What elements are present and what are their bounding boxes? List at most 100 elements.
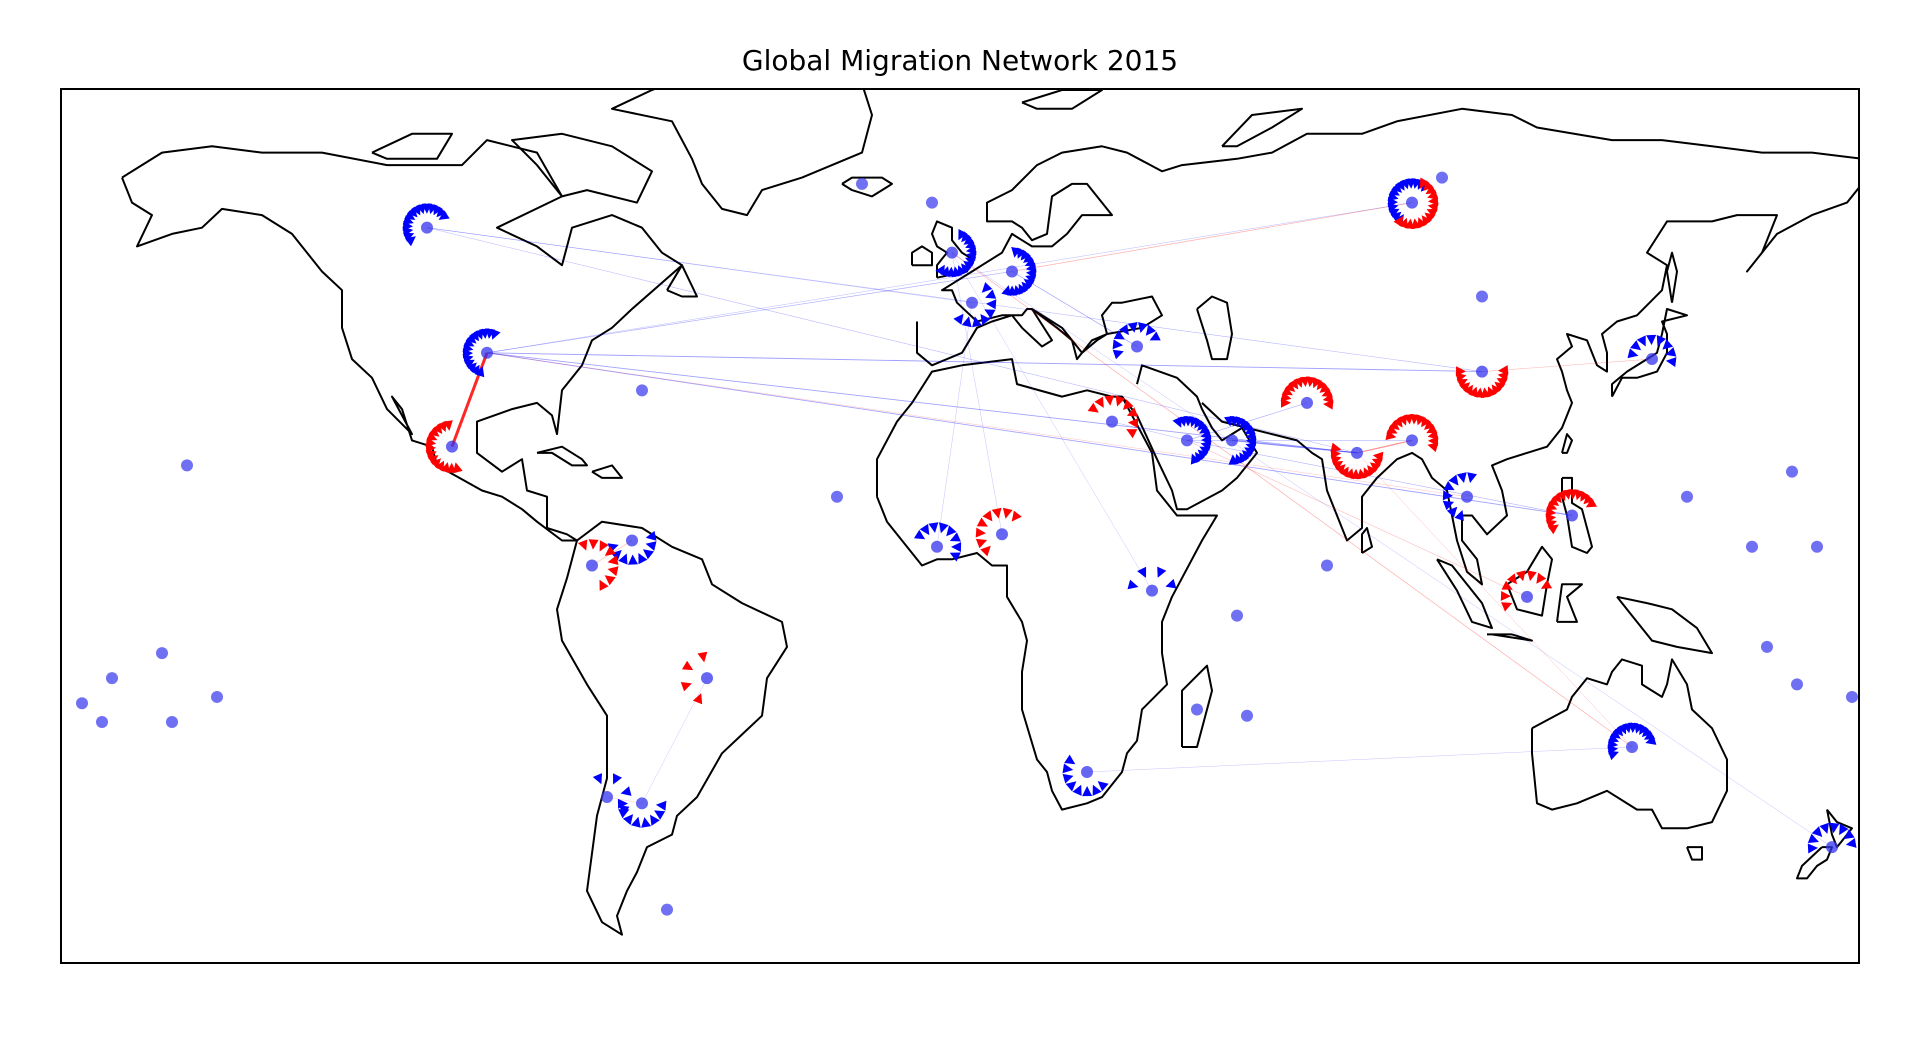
- flow-arrowhead: [631, 816, 641, 828]
- coastline-africa: [876, 358, 1218, 811]
- flow-arrowhead: [655, 800, 667, 811]
- country-node: [1746, 540, 1758, 553]
- flow-arrowhead: [1426, 424, 1438, 434]
- flow-arrowhead: [1487, 386, 1497, 398]
- flow-arrowhead: [1145, 324, 1156, 336]
- country-node: [996, 528, 1008, 541]
- flow-arrowhead: [1240, 417, 1250, 429]
- flow-arrowhead: [1630, 340, 1642, 351]
- flow-arrowhead: [1363, 467, 1373, 479]
- flow-arrowhead: [654, 810, 666, 820]
- flow-arrowhead: [958, 229, 968, 241]
- country-node: [1681, 490, 1693, 503]
- country-node: [701, 672, 713, 685]
- flow-arrowhead: [1339, 466, 1349, 478]
- flow-arrowhead: [980, 545, 991, 557]
- flow-arrowhead: [1165, 578, 1177, 589]
- flow-arrowhead: [599, 540, 609, 552]
- flow-arrowhead: [1369, 462, 1381, 473]
- flow-arrowhead: [1506, 573, 1517, 585]
- flow-arrowhead: [622, 814, 634, 825]
- flow-arrowhead: [1843, 829, 1855, 840]
- country-node: [1226, 434, 1238, 447]
- coastline-victoria-isl: [371, 132, 453, 160]
- flow-arrowhead: [1811, 826, 1823, 837]
- flow-edge: [486, 352, 1573, 516]
- flow-edge: [951, 252, 1003, 535]
- flow-edge: [1481, 358, 1653, 372]
- flow-arrowhead: [1316, 379, 1327, 391]
- flow-arrowhead: [1417, 217, 1427, 229]
- flow-arrowhead: [1540, 579, 1553, 589]
- coastline-newfoundland: [666, 264, 698, 298]
- arrowhead-layer: [402, 177, 1857, 854]
- country-node: [1646, 353, 1658, 366]
- flow-arrowhead: [588, 539, 599, 550]
- flow-arrowhead: [984, 309, 996, 319]
- coastline-arabia: [1121, 364, 1258, 511]
- flow-arrowhead: [1082, 786, 1093, 797]
- flow-arrowhead: [1426, 208, 1438, 218]
- flow-arrowhead: [618, 805, 630, 815]
- flow-arrowhead: [465, 333, 477, 344]
- flow-arrowhead: [1421, 416, 1431, 428]
- flow-arrowhead: [1448, 474, 1459, 486]
- flow-arrowhead: [1097, 781, 1109, 792]
- flow-arrowhead: [1357, 468, 1367, 480]
- country-node: [931, 540, 943, 553]
- flow-arrowhead: [1123, 399, 1134, 410]
- flow-edge: [1111, 421, 1188, 441]
- coastline-greenland: [611, 90, 873, 217]
- flow-edge: [1186, 440, 1528, 598]
- country-node: [166, 715, 178, 728]
- flow-arrowhead: [1665, 357, 1677, 367]
- flow-arrowhead: [1112, 349, 1124, 360]
- flow-arrowhead: [1467, 472, 1477, 483]
- coastline-java: [1487, 633, 1533, 642]
- coastline-nz-south: [1796, 846, 1833, 880]
- flow-arrowhead: [1064, 754, 1076, 765]
- flow-arrowhead: [1322, 393, 1334, 404]
- flow-edge: [1011, 202, 1413, 272]
- flow-arrowhead: [1455, 372, 1467, 383]
- flow-arrowhead: [453, 462, 463, 474]
- country-node: [856, 177, 868, 190]
- country-node: [446, 440, 458, 453]
- flow-arrowhead: [438, 210, 450, 220]
- flow-edge: [486, 202, 1413, 354]
- flow-arrowhead: [963, 260, 975, 271]
- flow-arrowhead: [1419, 177, 1430, 189]
- flow-arrowhead: [975, 527, 986, 538]
- country-node: [1301, 396, 1313, 409]
- country-node: [966, 296, 978, 309]
- country-node: [1321, 559, 1333, 572]
- country-node: [1181, 434, 1193, 447]
- flow-arrowhead: [1819, 822, 1829, 834]
- flow-arrowhead: [975, 538, 988, 549]
- flow-arrowhead: [1104, 395, 1115, 406]
- flow-edge: [426, 227, 973, 303]
- flow-arrowhead: [697, 651, 708, 663]
- flow-edge: [1086, 746, 1633, 773]
- country-node: [946, 246, 958, 259]
- flow-arrowhead: [1119, 324, 1129, 336]
- flow-arrowhead: [1388, 186, 1400, 196]
- coastline-borneo: [1506, 545, 1553, 617]
- flow-arrowhead: [1515, 570, 1526, 582]
- flow-arrowhead: [1323, 399, 1334, 410]
- flow-arrowhead: [1456, 379, 1468, 389]
- flow-arrowhead: [1115, 395, 1126, 407]
- flow-arrowhead: [604, 575, 616, 586]
- flow-arrowhead: [1092, 784, 1102, 796]
- flow-arrowhead: [1127, 322, 1138, 333]
- flow-arrowhead: [1312, 377, 1322, 389]
- flow-arrowhead: [470, 364, 480, 376]
- flow-arrowhead: [1527, 570, 1537, 582]
- flow-arrowhead: [1494, 381, 1506, 392]
- country-node: [1791, 678, 1803, 691]
- flow-arrowhead: [620, 786, 632, 796]
- flow-arrowhead: [935, 264, 945, 276]
- flow-arrowhead: [680, 682, 692, 692]
- flow-arrowhead: [641, 817, 652, 828]
- coastline-tasmania: [1686, 846, 1703, 861]
